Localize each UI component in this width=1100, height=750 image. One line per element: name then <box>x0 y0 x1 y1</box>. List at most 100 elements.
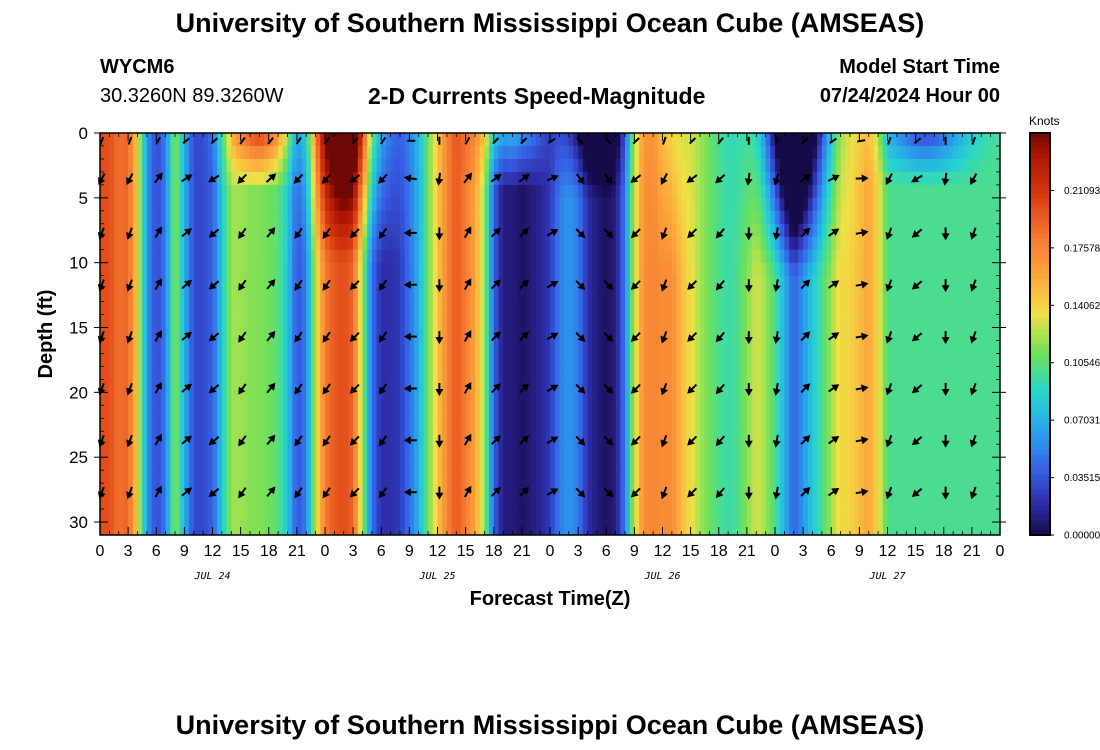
heatmap-cell <box>160 418 167 432</box>
heatmap-cell <box>554 470 560 484</box>
heatmap-cell <box>268 353 274 367</box>
heatmap-cell <box>850 418 856 432</box>
heatmap-cell <box>221 470 227 484</box>
heatmap-cell <box>835 457 842 471</box>
heatmap-cell <box>550 288 556 302</box>
heatmap-cell <box>339 392 345 406</box>
heatmap-cell <box>648 133 654 147</box>
heatmap-cell <box>353 353 359 367</box>
heatmap-cell <box>282 457 288 471</box>
heatmap-cell <box>254 158 260 173</box>
heatmap-cell <box>353 470 359 484</box>
heatmap-cell <box>334 405 340 419</box>
heatmap-cell <box>592 184 598 199</box>
heatmap-cell <box>578 275 584 290</box>
heatmap-cell <box>212 184 218 199</box>
heatmap-cell <box>231 379 237 393</box>
heatmap-cell <box>643 223 649 238</box>
heatmap-cell <box>456 288 462 302</box>
heatmap-cell <box>296 366 302 380</box>
heatmap-cell <box>690 262 696 277</box>
heatmap-cell <box>423 392 429 406</box>
heatmap-cell <box>531 418 537 432</box>
heatmap-cell <box>470 262 476 277</box>
heatmap-cell <box>306 314 312 328</box>
heatmap-cell <box>193 158 199 173</box>
heatmap-cell <box>615 301 621 315</box>
heatmap-cell <box>371 340 377 354</box>
heatmap-cell <box>742 145 748 160</box>
heatmap-cell <box>104 249 110 264</box>
heatmap-cell <box>578 496 584 510</box>
heatmap-cell <box>470 301 476 315</box>
heatmap-cell <box>362 210 368 225</box>
heatmap-cell <box>146 522 152 536</box>
heatmap-cell <box>704 418 710 432</box>
heatmap-cell <box>212 275 218 290</box>
heatmap-cell <box>840 314 846 328</box>
heatmap-cell <box>596 457 602 471</box>
heatmap-cell <box>128 314 134 328</box>
heatmap-cell <box>470 405 476 419</box>
heatmap-cell <box>746 288 752 302</box>
heatmap-cell <box>634 366 640 380</box>
heatmap-cell <box>193 405 199 419</box>
heatmap-cell <box>245 145 251 160</box>
heatmap-cell <box>535 366 542 380</box>
heatmap-cell <box>845 444 851 458</box>
heatmap-cell <box>723 353 729 367</box>
heatmap-cell <box>465 249 471 264</box>
heatmap-cell <box>156 145 162 160</box>
heatmap-cell <box>348 210 354 225</box>
heatmap-cell <box>578 301 584 315</box>
heatmap-cell <box>681 353 687 367</box>
heatmap-cell <box>606 483 612 497</box>
heatmap-cell <box>798 171 804 186</box>
heatmap-cell <box>845 262 851 277</box>
heatmap-cell <box>587 496 593 510</box>
heatmap-cell <box>451 327 457 341</box>
heatmap-cell <box>179 262 185 277</box>
heatmap-cell <box>596 470 602 484</box>
heatmap-cell <box>564 133 570 147</box>
heatmap-cell <box>484 418 490 432</box>
heatmap-cell <box>850 444 856 458</box>
heatmap-cell <box>835 379 842 393</box>
heatmap-cell <box>132 340 138 354</box>
heatmap-cell <box>245 275 251 290</box>
heatmap-cell <box>348 223 354 238</box>
heatmap-cell <box>231 249 237 264</box>
heatmap-cell <box>175 249 181 264</box>
heatmap-cell <box>376 444 382 458</box>
heatmap-cell <box>123 366 129 380</box>
heatmap-cell <box>310 249 317 264</box>
heatmap-cell <box>165 392 171 406</box>
heatmap-cell <box>756 171 762 186</box>
heatmap-cell <box>582 275 588 290</box>
heatmap-cell <box>526 210 532 225</box>
heatmap-cell <box>798 314 804 328</box>
heatmap-cell <box>765 431 771 445</box>
heatmap-cell <box>667 210 673 225</box>
heatmap-cell <box>615 327 621 341</box>
heatmap-cell <box>362 431 368 445</box>
heatmap-cell <box>648 470 654 484</box>
heatmap-cell <box>156 184 162 199</box>
heatmap-cell <box>381 496 387 510</box>
heatmap-cell <box>414 405 420 419</box>
heatmap-cell <box>409 133 415 147</box>
heatmap-cell <box>259 366 265 380</box>
heatmap-cell <box>507 470 513 484</box>
heatmap-cell <box>367 158 373 173</box>
heatmap-cell <box>437 236 443 251</box>
heatmap-cell <box>685 262 692 277</box>
heatmap-cell <box>592 392 598 406</box>
heatmap-cell <box>278 223 284 238</box>
heatmap-cell <box>151 314 157 328</box>
heatmap-cell <box>385 145 392 160</box>
heatmap-cell <box>212 353 218 367</box>
heatmap-cell <box>760 509 767 523</box>
heatmap-cell <box>831 470 837 484</box>
heatmap-cell <box>203 405 209 419</box>
heatmap-cell <box>390 457 396 471</box>
